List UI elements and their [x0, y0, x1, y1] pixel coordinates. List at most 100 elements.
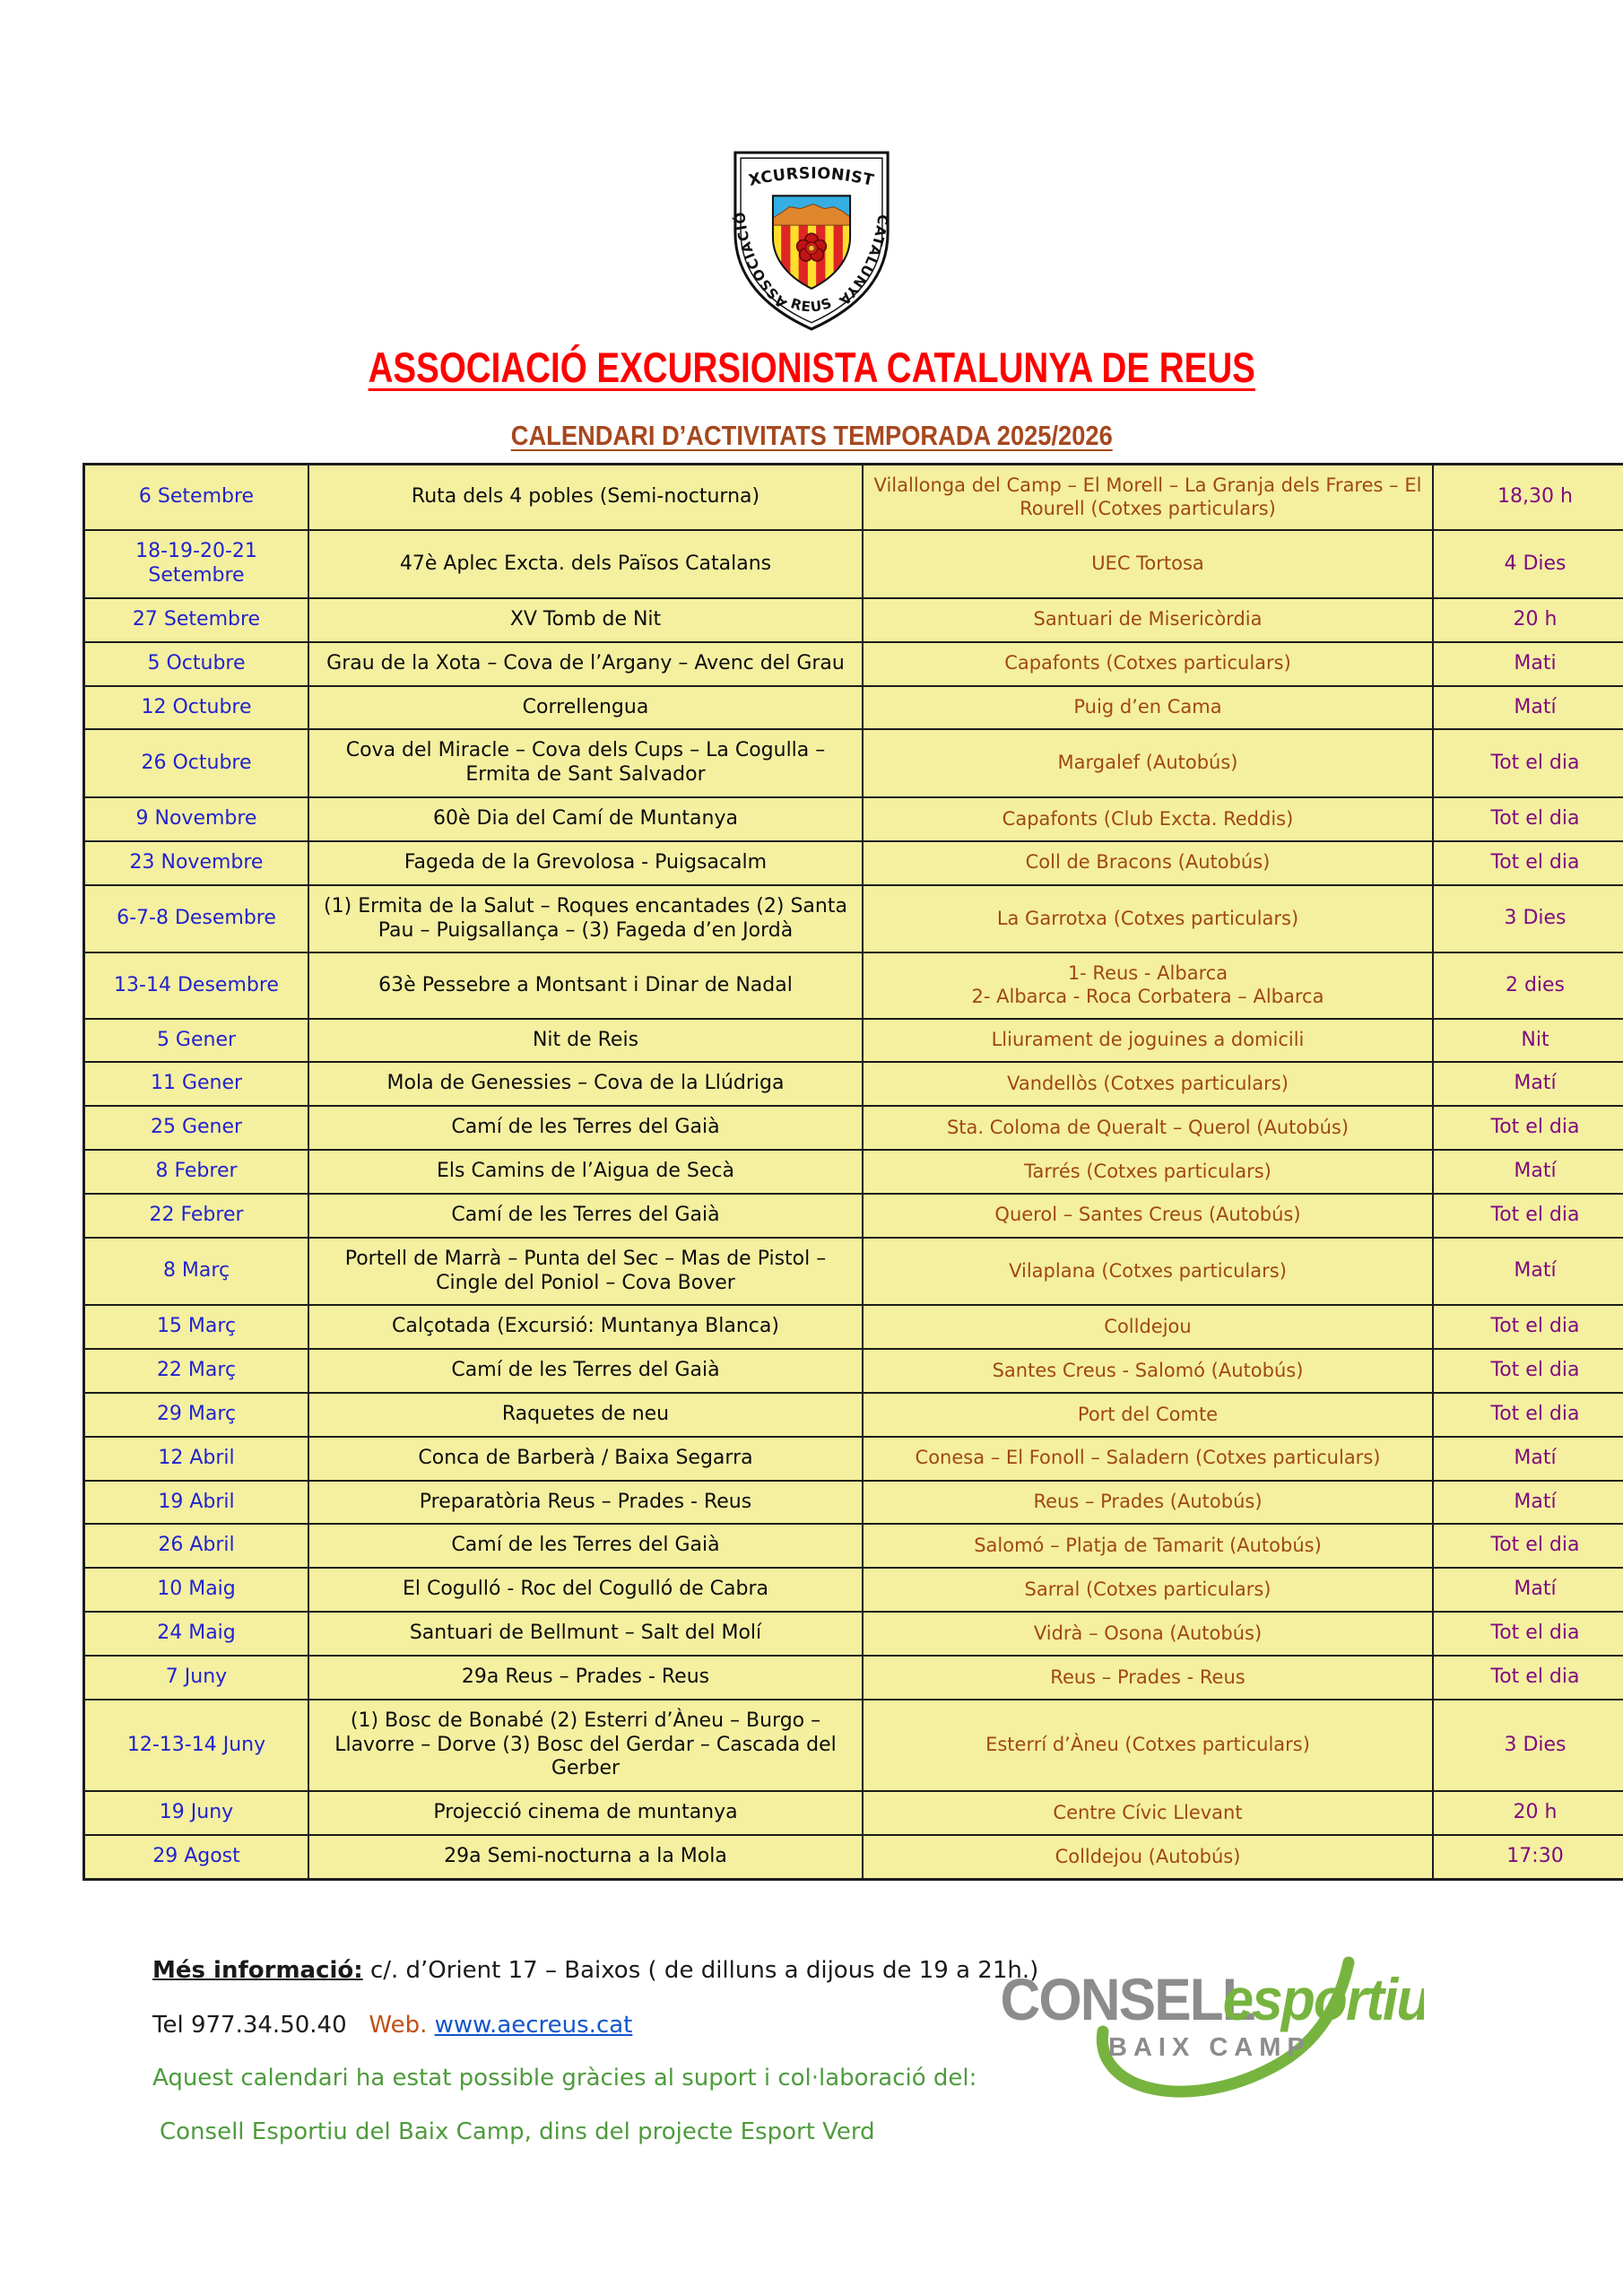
footer-info-label: Més informació:: [152, 1957, 363, 1984]
activity-location-cell: Coll de Bracons (Autobús): [862, 839, 1434, 886]
activity-duration-cell: Matí: [1432, 1435, 1623, 1482]
activity-location-cell: Vidrà – Osona (Autobús): [862, 1611, 1434, 1657]
activity-duration-cell: Tot el dia: [1432, 1611, 1623, 1657]
activity-activity-cell: Cova del Miracle – Cova dels Cups – La C…: [308, 728, 864, 799]
activity-date-cell: 25 Gener: [82, 1105, 309, 1152]
activity-duration-cell: 20 h: [1432, 1790, 1623, 1837]
activity-date-cell: 10 Maig: [82, 1567, 309, 1613]
activity-date-cell: 12 Octubre: [82, 684, 309, 731]
activity-row: 12 Abril Conca de Barberà / Baixa Segarra…: [82, 1435, 1623, 1482]
activity-row: 12 Octubre Correllengua Puig d’en Cama Matí: [82, 684, 1623, 731]
page-subtitle: CALENDARI D’ACTIVITATS TEMPORADA 2025/20…: [510, 420, 1113, 451]
activity-row: 22 Març Camí de les Terres del Gaià Santes…: [82, 1348, 1623, 1394]
activity-duration-cell: Matí: [1432, 1061, 1623, 1108]
footer-telephone: Tel 977.34.50.40: [152, 2012, 347, 2039]
activity-location-cell: Esterrí d’Àneu (Cotxes particulars): [862, 1698, 1434, 1793]
activity-row: 8 Febrer Els Camins de l’Aigua de Secà Tar…: [82, 1149, 1623, 1195]
activity-activity-cell: 29a Reus – Prades - Reus: [308, 1654, 864, 1700]
activity-activity-cell: Projecció cinema de muntanya: [308, 1790, 864, 1837]
activity-date-cell: 29 Agost: [82, 1834, 309, 1881]
consell-logo-word2: esportiu: [1223, 1966, 1424, 2032]
activity-row: 13-14 Desembre 63è Pessebre a Montsant i …: [82, 952, 1623, 1020]
page-title: ASSOCIACIÓ EXCURSIONISTA CATALUNYA DE RE…: [368, 344, 1255, 391]
activity-row: 26 Abril Camí de les Terres del Gaià Salom…: [82, 1523, 1623, 1570]
activity-date-cell: 26 Abril: [82, 1523, 309, 1570]
activity-location-cell: Reus – Prades (Autobús): [862, 1479, 1434, 1526]
activity-activity-cell: Camí de les Terres del Gaià: [308, 1523, 864, 1570]
activities-table-body: 6 Setembre Ruta dels 4 pobles (Semi-noctu…: [82, 463, 1623, 1881]
footer-support-line: Aquest calendari ha estat possible gràci…: [152, 2065, 977, 2092]
activity-location-cell: Vilallonga del Camp – El Morell – La Gra…: [862, 463, 1434, 532]
activity-duration-cell: 3 Dies: [1432, 883, 1623, 954]
activity-row: 19 Abril Preparatòria Reus – Prades - Reu…: [82, 1479, 1623, 1526]
activity-duration-cell: Tot el dia: [1432, 1304, 1623, 1351]
activity-row: 22 Febrer Camí de les Terres del Gaià Quer…: [82, 1192, 1623, 1239]
activity-activity-cell: 29a Semi-nocturna a la Mola: [308, 1834, 864, 1881]
activity-activity-cell: XV Tomb de Nit: [308, 596, 864, 643]
activity-row: 19 Juny Projecció cinema de muntanya Centr…: [82, 1790, 1623, 1837]
activity-row: 29 Agost 29a Semi-nocturna a la Mola Colld…: [82, 1834, 1623, 1881]
activity-location-cell: Capafonts (Club Excta. Reddis): [862, 796, 1434, 842]
activity-row: 15 Març Calçotada (Excursió: Muntanya Bla…: [82, 1304, 1623, 1351]
activity-row: 5 Octubre Grau de la Xota – Cova de l’Arg…: [82, 640, 1623, 687]
activity-date-cell: 13-14 Desembre: [82, 952, 309, 1020]
activity-duration-cell: Mati: [1432, 640, 1623, 687]
activity-activity-cell: Mola de Genessies – Cova de la Llúdriga: [308, 1061, 864, 1108]
activity-duration-cell: 20 h: [1432, 596, 1623, 643]
activity-row: 26 Octubre Cova del Miracle – Cova dels C…: [82, 728, 1623, 799]
activity-activity-cell: Portell de Marrà – Punta del Sec – Mas d…: [308, 1236, 864, 1307]
activity-location-cell: Tarrés (Cotxes particulars): [862, 1149, 1434, 1195]
activity-date-cell: 12 Abril: [82, 1435, 309, 1482]
activity-location-cell: Vilaplana (Cotxes particulars): [862, 1236, 1434, 1307]
activity-location-cell: Santuari de Misericòrdia: [862, 596, 1434, 643]
activity-location-cell: Puig d’en Cama: [862, 684, 1434, 731]
activity-activity-cell: Ruta dels 4 pobles (Semi-nocturna): [308, 463, 864, 532]
activity-row: 9 Novembre 60è Dia del Camí de Muntanya Ca…: [82, 796, 1623, 842]
activity-location-cell: Port del Comte: [862, 1392, 1434, 1438]
activity-location-cell: 1- Reus - Albarca 2- Albarca - Roca Corb…: [862, 952, 1434, 1020]
footer-info-line: Més informació: c/. d’Orient 17 – Baixos…: [152, 1957, 1038, 1984]
activity-activity-cell: Raquetes de neu: [308, 1392, 864, 1438]
activity-date-cell: 27 Setembre: [82, 596, 309, 643]
crest-text-bottom: REUS: [789, 295, 835, 316]
activity-location-cell: Vandellòs (Cotxes particulars): [862, 1061, 1434, 1108]
activity-duration-cell: Tot el dia: [1432, 1523, 1623, 1570]
activity-activity-cell: (1) Ermita de la Salut – Roques encantad…: [308, 883, 864, 954]
activity-date-cell: 26 Octubre: [82, 728, 309, 799]
activity-row: 8 Març Portell de Marrà – Punta del Sec –…: [82, 1236, 1623, 1307]
activity-location-cell: UEC Tortosa: [862, 529, 1434, 599]
activity-date-cell: 6-7-8 Desembre: [82, 883, 309, 954]
crest-rose: [795, 232, 828, 262]
activity-duration-cell: Matí: [1432, 1149, 1623, 1195]
footer-info-text: c/. d’Orient 17 – Baixos ( de dilluns a …: [362, 1957, 1039, 1984]
activity-row: 24 Maig Santuari de Bellmunt – Salt del M…: [82, 1611, 1623, 1657]
activity-location-cell: Margalef (Autobús): [862, 728, 1434, 799]
activity-activity-cell: Grau de la Xota – Cova de l’Argany – Ave…: [308, 640, 864, 687]
activity-duration-cell: 4 Dies: [1432, 529, 1623, 599]
activity-date-cell: 19 Abril: [82, 1479, 309, 1526]
activity-date-cell: 8 Març: [82, 1236, 309, 1307]
consell-logo-word3: BAIX CAMP: [1108, 2033, 1311, 2062]
activity-date-cell: 15 Març: [82, 1304, 309, 1351]
activity-location-cell: Colldejou: [862, 1304, 1434, 1351]
activity-duration-cell: Matí: [1432, 1479, 1623, 1526]
activity-duration-cell: Tot el dia: [1432, 1392, 1623, 1438]
activity-activity-cell: Camí de les Terres del Gaià: [308, 1348, 864, 1394]
activity-activity-cell: Camí de les Terres del Gaià: [308, 1105, 864, 1152]
activity-location-cell: Colldejou (Autobús): [862, 1834, 1434, 1881]
footer-web-link[interactable]: www.aecreus.cat: [434, 2012, 633, 2039]
activity-row: 6 Setembre Ruta dels 4 pobles (Semi-noctu…: [82, 463, 1623, 532]
activity-date-cell: 11 Gener: [82, 1061, 309, 1108]
activity-duration-cell: Matí: [1432, 1567, 1623, 1613]
activity-date-cell: 29 Març: [82, 1392, 309, 1438]
activity-duration-cell: Tot el dia: [1432, 839, 1623, 886]
activity-date-cell: 9 Novembre: [82, 796, 309, 842]
activity-location-cell: Conesa – El Fonoll – Saladern (Cotxes pa…: [862, 1435, 1434, 1482]
activity-row: 6-7-8 Desembre (1) Ermita de la Salut – R…: [82, 883, 1623, 954]
activity-date-cell: 19 Juny: [82, 1790, 309, 1837]
activity-date-cell: 24 Maig: [82, 1611, 309, 1657]
activity-row: 29 Març Raquetes de neu Port del Comte Tot …: [82, 1392, 1623, 1438]
activities-table: 6 Setembre Ruta dels 4 pobles (Semi-noctu…: [82, 463, 1623, 1881]
activity-activity-cell: El Cogulló - Roc del Cogulló de Cabra: [308, 1567, 864, 1613]
activity-date-cell: 6 Setembre: [82, 463, 309, 532]
